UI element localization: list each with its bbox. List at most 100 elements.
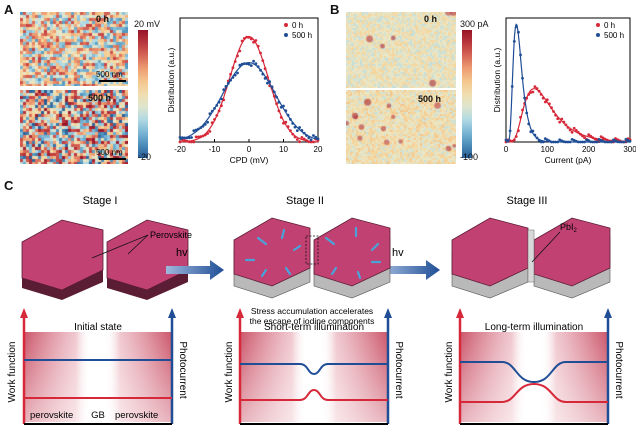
hv-label: hv <box>176 247 188 259</box>
data-point <box>531 129 535 133</box>
stress-caption: Stress accumulation accelerates <box>251 306 373 316</box>
data-point <box>316 137 320 141</box>
data-point <box>601 139 605 143</box>
data-point <box>550 106 553 110</box>
data-point <box>247 62 251 66</box>
data-point <box>238 49 242 53</box>
x-tick-label: 100 <box>541 145 555 154</box>
data-point <box>302 137 306 141</box>
data-point <box>252 40 255 44</box>
data-point <box>295 129 299 132</box>
cpd-map-500h <box>20 90 128 164</box>
legend-label: 500 h <box>604 31 624 40</box>
data-point <box>564 140 568 144</box>
fit-line <box>506 23 630 143</box>
data-point <box>533 133 537 137</box>
data-point <box>591 136 595 140</box>
data-point <box>201 124 205 128</box>
data-point <box>261 59 265 62</box>
colorbar-max-label: 20 mV <box>134 19 161 29</box>
data-point <box>558 120 562 124</box>
data-point <box>266 81 269 85</box>
arrow-icon <box>166 260 224 280</box>
work-function-axis-label: Work function <box>444 342 455 403</box>
data-point <box>293 135 297 139</box>
stage2-grains <box>233 217 391 299</box>
data-point <box>203 133 207 137</box>
data-point <box>537 89 541 93</box>
data-point <box>312 134 315 137</box>
legend-marker <box>284 33 288 37</box>
data-point <box>519 115 522 119</box>
data-point <box>597 138 601 141</box>
data-point <box>272 90 276 94</box>
stage3-grains <box>451 217 611 299</box>
data-point <box>628 139 632 143</box>
data-point <box>284 109 288 113</box>
data-point <box>607 140 611 144</box>
data-point <box>523 96 526 100</box>
data-point <box>510 85 514 88</box>
stage-title: Stage III <box>507 195 548 207</box>
data-point <box>535 87 539 90</box>
data-point <box>537 138 541 142</box>
x-tick-label: 200 <box>582 145 596 154</box>
data-point <box>256 65 260 69</box>
data-point <box>572 126 576 130</box>
data-point <box>560 139 564 143</box>
data-point <box>539 93 543 96</box>
data-point <box>277 100 281 104</box>
data-point <box>178 140 182 144</box>
data-point <box>220 104 223 108</box>
data-point <box>554 113 557 117</box>
data-point <box>626 138 630 142</box>
stage1-grains <box>21 219 189 300</box>
data-point <box>618 140 622 144</box>
data-point <box>517 30 520 34</box>
current-map-500h <box>346 90 456 164</box>
data-point <box>566 126 570 129</box>
data-point <box>289 129 292 133</box>
work-function-axis-label: Work function <box>7 342 18 403</box>
data-point <box>268 80 272 84</box>
panel-letter-c: C <box>4 178 14 193</box>
current-distribution-chart: 0 100 200 300 Current (pA) Distribution (a.u.… <box>492 17 636 165</box>
map-time-label: 500 h <box>88 93 112 103</box>
data-point <box>300 136 304 139</box>
data-point <box>535 136 539 140</box>
data-point <box>514 135 518 138</box>
band-box-initial <box>20 308 176 425</box>
data-point <box>545 138 549 142</box>
band-box-short-term <box>236 308 392 425</box>
legend-label: 0 h <box>604 21 615 30</box>
colorbar-current <box>462 30 472 158</box>
data-point <box>254 62 258 66</box>
data-point <box>236 71 239 75</box>
perovskite-label: Perovskite <box>150 230 192 240</box>
x-axis-label: Current (pA) <box>545 155 592 165</box>
region-label: perovskite <box>30 410 73 421</box>
data-point <box>233 73 237 77</box>
data-point <box>215 104 219 107</box>
data-point <box>614 137 617 140</box>
data-point <box>199 135 203 139</box>
fit-line <box>180 35 318 143</box>
data-point <box>525 111 529 115</box>
data-point <box>206 132 209 135</box>
data-point <box>245 35 249 39</box>
data-point <box>203 123 207 126</box>
stress-caption: the escape of iodine components <box>250 316 375 326</box>
data-point <box>556 140 560 144</box>
data-point <box>307 136 311 140</box>
data-point <box>622 140 626 144</box>
data-point <box>213 118 216 121</box>
data-point <box>309 138 313 142</box>
y-axis-label: Distribution (a.u.) <box>166 47 176 112</box>
data-point <box>581 134 584 138</box>
data-point <box>256 44 260 48</box>
y-axis-label: Distribution (a.u.) <box>492 47 502 112</box>
data-point <box>243 37 246 40</box>
colorbar-min-label: -100 <box>460 152 479 162</box>
data-point <box>506 139 510 143</box>
data-point <box>601 136 605 140</box>
